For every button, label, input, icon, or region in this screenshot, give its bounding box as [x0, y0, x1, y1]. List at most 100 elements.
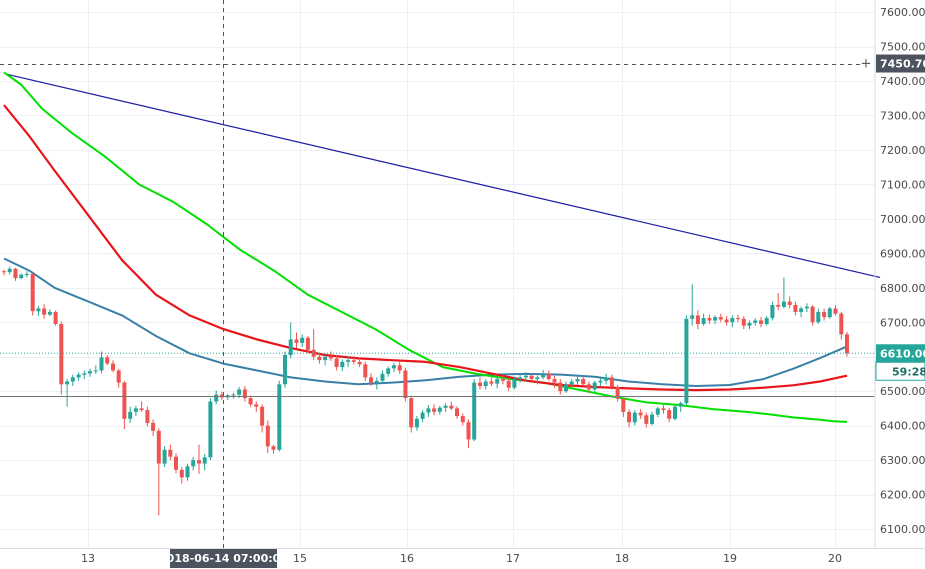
candle-body: [122, 382, 127, 419]
candle-body: [93, 370, 98, 372]
plus-icon[interactable]: +: [861, 57, 872, 72]
candle-body: [506, 380, 511, 388]
candle: [575, 376, 580, 385]
candle: [363, 361, 368, 381]
candle: [271, 444, 276, 454]
x-tick-label: 19: [723, 552, 737, 565]
candle-body: [19, 274, 24, 279]
price-tags: +7450.70 6610.00 59:28 2018-06-14 07:00:00: [159, 54, 925, 568]
y-tick-label: 7200.00: [880, 144, 925, 157]
candle-body: [70, 377, 75, 382]
y-tick-label: 6300.00: [880, 454, 925, 467]
candle: [13, 267, 18, 281]
candle-body: [638, 412, 643, 416]
candle: [24, 271, 29, 278]
candle: [88, 368, 92, 377]
candle-body: [317, 356, 322, 361]
x-tick-label: 15: [293, 552, 307, 565]
candle-body: [2, 271, 6, 273]
candle-body: [707, 318, 712, 321]
candle-body: [781, 301, 786, 307]
candle: [369, 373, 373, 386]
candle-body: [736, 318, 740, 320]
y-tick-label: 7600.00: [880, 6, 925, 19]
candle-body: [260, 406, 265, 426]
candle: [214, 390, 219, 405]
candle: [265, 420, 270, 454]
candle-body: [346, 360, 351, 362]
candle-body: [294, 339, 299, 343]
candle: [592, 380, 597, 392]
crosshair-price-label: 7450.70: [880, 58, 925, 71]
candle-body: [495, 379, 500, 384]
candle-body: [701, 318, 706, 324]
candle: [133, 405, 138, 416]
candle-body: [472, 382, 477, 440]
candle: [466, 419, 471, 449]
candle: [7, 266, 12, 275]
candle: [833, 305, 838, 316]
candle-body: [237, 389, 242, 395]
ema-red-line: [3, 104, 848, 392]
crosshair: [0, 0, 875, 548]
candle: [311, 329, 316, 361]
candle-body: [191, 460, 196, 467]
candle-body: [185, 466, 190, 478]
candle-body: [271, 446, 276, 450]
candle: [701, 313, 706, 326]
candle: [724, 316, 729, 326]
candle: [690, 284, 695, 326]
x-tick-label: 13: [81, 552, 95, 565]
candle: [741, 316, 746, 330]
candle: [615, 385, 620, 402]
candle-body: [139, 408, 144, 411]
candle-body: [478, 382, 482, 386]
candle-body: [24, 274, 29, 275]
y-tick-label: 7500.00: [880, 41, 925, 54]
candle-body: [500, 379, 505, 381]
candle-body: [604, 377, 609, 381]
candle: [145, 406, 150, 427]
candle-body: [369, 377, 373, 383]
candle: [19, 273, 24, 280]
time-axis[interactable]: 13 15 16 17 18 19 20: [81, 552, 842, 565]
candle-body: [179, 469, 184, 478]
candle: [179, 467, 184, 484]
candle: [558, 379, 563, 395]
candle: [695, 310, 700, 330]
candle-body: [214, 394, 219, 402]
candle: [564, 381, 568, 393]
candle: [254, 401, 259, 412]
candle-body: [334, 358, 339, 367]
candle: [59, 321, 64, 395]
candle: [661, 405, 666, 414]
candle: [105, 355, 110, 366]
candle: [174, 453, 178, 474]
candle: [718, 313, 723, 323]
candle: [386, 366, 391, 377]
candle-body: [59, 324, 64, 385]
candle-body: [569, 381, 574, 385]
candle-body: [621, 398, 626, 412]
candle: [816, 308, 821, 324]
candle: [541, 369, 546, 380]
candle-body: [512, 379, 517, 388]
candle-body: [839, 313, 844, 335]
candle: [380, 370, 385, 383]
candle-body: [776, 305, 781, 307]
candle-body: [300, 337, 305, 343]
candle: [552, 375, 557, 388]
candle-body: [678, 403, 683, 407]
candle-body: [558, 382, 563, 392]
candle: [357, 358, 362, 368]
candle-body: [437, 407, 442, 412]
candle-body: [661, 408, 666, 411]
candle: [845, 331, 849, 357]
candle: [53, 310, 58, 326]
candle-body: [116, 370, 121, 383]
candle-body: [713, 317, 718, 321]
candle-body: [168, 449, 173, 457]
candle: [65, 379, 70, 407]
y-tick-label: 7400.00: [880, 75, 925, 88]
